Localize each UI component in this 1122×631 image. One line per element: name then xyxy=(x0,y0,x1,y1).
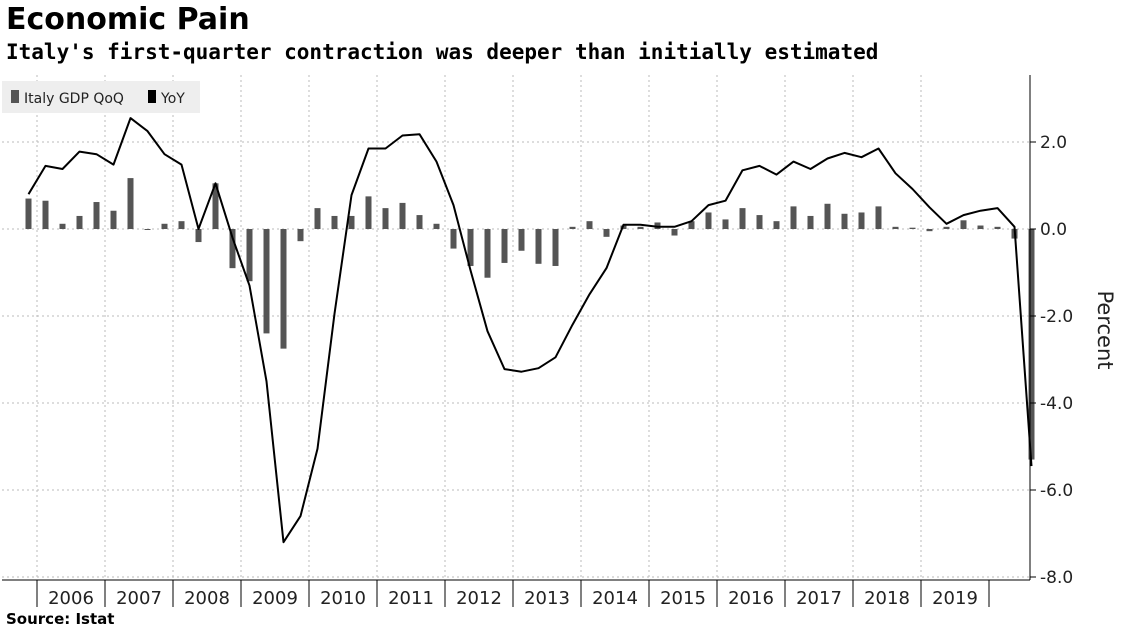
qoq-bar xyxy=(229,229,236,269)
yoy-series-line xyxy=(27,117,1033,544)
qoq-bar xyxy=(484,229,491,278)
x-tick-label: 2009 xyxy=(252,588,298,609)
qoq-bar xyxy=(875,206,882,229)
y-tick-label: 0.0 xyxy=(1040,220,1067,240)
legend-swatch-qoq xyxy=(11,90,19,103)
qoq-bar xyxy=(858,212,865,229)
qoq-bar xyxy=(93,202,100,229)
y-tick-label: -2.0 xyxy=(1040,307,1073,327)
qoq-bar xyxy=(501,229,508,263)
qoq-bar xyxy=(127,178,134,229)
source-note: Source: Istat xyxy=(6,610,115,628)
axes: 2.0 0.0 -2.0 -4.0 -6.0 -8.0 2006 2007 2008 2009 20… xyxy=(2,75,1073,609)
qoq-bar xyxy=(569,226,576,229)
qoq-bar xyxy=(943,226,950,229)
x-tick-label: 2018 xyxy=(864,588,910,609)
qoq-bar xyxy=(161,223,168,229)
x-tick-label: 2019 xyxy=(932,588,978,609)
qoq-bar xyxy=(416,215,423,229)
qoq-bar xyxy=(671,229,678,236)
legend-swatch-yoy xyxy=(148,90,156,103)
qoq-bar xyxy=(807,215,814,229)
qoq-bar xyxy=(76,215,83,229)
qoq-bar xyxy=(994,226,1001,229)
qoq-bar xyxy=(399,202,406,229)
qoq-bar xyxy=(246,229,253,282)
qoq-bar xyxy=(756,215,763,229)
qoq-bar xyxy=(110,210,117,229)
qoq-bar xyxy=(909,227,916,229)
legend-label-yoy: YoY xyxy=(160,91,185,107)
qoq-bar xyxy=(144,229,151,230)
qoq-bar xyxy=(637,226,644,229)
qoq-bar xyxy=(705,212,712,229)
y-axis-label: Percent xyxy=(1093,290,1117,369)
x-tick-label: 2014 xyxy=(592,588,638,609)
y-tick-label: -6.0 xyxy=(1040,481,1073,501)
qoq-bar xyxy=(688,221,695,229)
qoq-bar xyxy=(841,213,848,229)
qoq-bar xyxy=(467,229,474,266)
y-tick-label: -8.0 xyxy=(1040,568,1073,588)
qoq-bar xyxy=(297,229,304,242)
qoq-bar xyxy=(739,208,746,229)
qoq-bar xyxy=(552,229,559,266)
x-tick-label: 2010 xyxy=(320,588,366,609)
qoq-bar xyxy=(773,221,780,229)
x-tick-label: 2006 xyxy=(48,588,94,609)
qoq-bar xyxy=(654,222,661,229)
qoq-bar xyxy=(926,229,933,232)
qoq-bar xyxy=(518,229,525,251)
qoq-bar xyxy=(586,221,593,229)
qoq-bar xyxy=(892,226,899,229)
qoq-bars xyxy=(25,178,1035,460)
yoy-line xyxy=(27,117,1033,544)
legend-label-qoq: Italy GDP QoQ xyxy=(24,91,124,107)
qoq-bar xyxy=(59,223,66,229)
qoq-bar xyxy=(348,215,355,229)
qoq-bar xyxy=(433,223,440,229)
qoq-bar xyxy=(331,215,338,229)
chart-subtitle: Italy's first-quarter contraction was de… xyxy=(6,40,879,64)
qoq-bar xyxy=(42,200,49,229)
qoq-bar xyxy=(178,221,185,229)
y-tick-label: -4.0 xyxy=(1040,394,1073,414)
qoq-bar xyxy=(535,229,542,264)
gridlines xyxy=(2,75,1030,580)
y-tick-label: 2.0 xyxy=(1040,133,1067,153)
qoq-bar xyxy=(790,206,797,229)
chart-title: Economic Pain xyxy=(6,2,250,37)
x-tick-label: 2007 xyxy=(116,588,162,609)
qoq-bar xyxy=(824,203,831,229)
x-tick-label: 2016 xyxy=(728,588,774,609)
legend-background xyxy=(2,81,200,113)
qoq-bar xyxy=(314,208,321,229)
qoq-bar xyxy=(722,219,729,229)
x-tick-label: 2012 xyxy=(456,588,502,609)
qoq-bar xyxy=(960,220,967,229)
qoq-bar xyxy=(603,229,610,237)
x-tick-label: 2011 xyxy=(388,588,434,609)
qoq-bar xyxy=(450,229,457,249)
qoq-bar xyxy=(1028,229,1035,460)
x-tick-label: 2015 xyxy=(660,588,706,609)
qoq-bar xyxy=(263,229,270,334)
x-tick-label: 2008 xyxy=(184,588,230,609)
x-tick-label: 2013 xyxy=(524,588,570,609)
x-tick-label: 2017 xyxy=(796,588,842,609)
qoq-bar xyxy=(382,208,389,229)
qoq-bar xyxy=(212,183,219,229)
qoq-bar xyxy=(25,198,32,229)
qoq-bar xyxy=(977,225,984,229)
qoq-bar xyxy=(280,229,287,349)
qoq-bar xyxy=(195,229,202,243)
legend: Italy GDP QoQ YoY xyxy=(2,81,200,113)
qoq-bar xyxy=(365,196,372,229)
